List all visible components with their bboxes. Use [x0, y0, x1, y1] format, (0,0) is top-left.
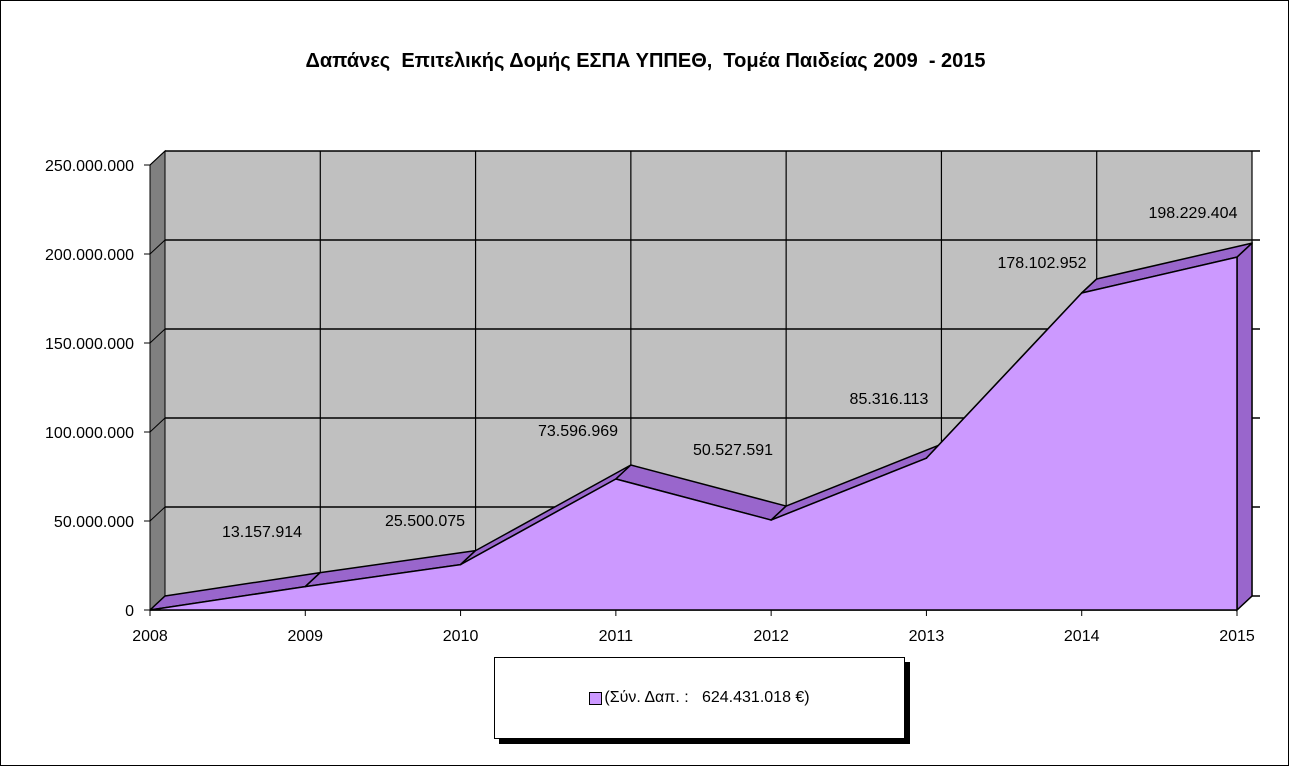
data-point	[1236, 256, 1238, 258]
legend-swatch	[589, 691, 603, 705]
data-point	[459, 563, 462, 566]
y-tick-label: 50.000.000	[54, 514, 134, 531]
x-tick-label: 2014	[1064, 628, 1100, 645]
chart-title: Δαπάνες Επιτελικής Δομής ΕΣΠΑ ΥΠΠΕΘ, Τομ…	[305, 50, 986, 72]
data-point	[1080, 292, 1083, 294]
x-axis-tick-labels: 2008 2009 2010 2011 2012 2013 2014 2015	[132, 610, 1255, 645]
y-tick-label: 200.000.000	[45, 247, 134, 264]
x-tick-label: 2013	[909, 628, 945, 645]
x-tick-label: 2011	[599, 628, 634, 645]
gridline-side	[149, 328, 166, 344]
y-axis-tick-labels: 0 50.000.000 100.000.000 150.000.000 200.000…	[45, 158, 134, 620]
data-label: 85.316.113	[850, 391, 929, 408]
data-point	[304, 585, 307, 588]
gridline-side	[149, 506, 166, 522]
y-tick-label: 150.000.000	[45, 336, 134, 353]
legend-label: (Σύν. Δαπ. : 624.431.018 €)	[604, 689, 810, 706]
side-wall	[149, 149, 166, 612]
x-tick-label: 2012	[753, 628, 789, 645]
data-label: 13.157.914	[222, 524, 302, 541]
y-tick-label: 0	[125, 603, 134, 620]
area-series	[149, 241, 1253, 612]
gridline-side	[149, 239, 166, 255]
gridline-side	[149, 417, 166, 433]
x-tick-label: 2008	[132, 628, 168, 645]
data-point	[615, 478, 617, 480]
data-label: 178.102.952	[998, 255, 1087, 272]
area-end-face	[1236, 241, 1253, 612]
legend: (Σύν. Δαπ. : 624.431.018 €)	[494, 657, 905, 739]
data-labels: 13.157.914 25.500.075 73.596.969 50.527.591…	[222, 205, 1238, 541]
data-point	[925, 457, 928, 459]
data-point	[770, 519, 772, 521]
y-tick-label: 100.000.000	[45, 425, 134, 442]
area-front-face	[149, 256, 1238, 611]
data-label: 50.527.591	[693, 442, 773, 459]
x-tick-label: 2010	[443, 628, 479, 645]
y-tick-label: 250.000.000	[45, 158, 134, 175]
data-label: 73.596.969	[538, 423, 618, 440]
data-label: 198.229.404	[1149, 205, 1238, 222]
x-tick-label: 2009	[287, 628, 323, 645]
x-tick-label: 2015	[1219, 628, 1255, 645]
gridline-side	[149, 150, 166, 166]
data-label: 25.500.075	[385, 513, 465, 530]
